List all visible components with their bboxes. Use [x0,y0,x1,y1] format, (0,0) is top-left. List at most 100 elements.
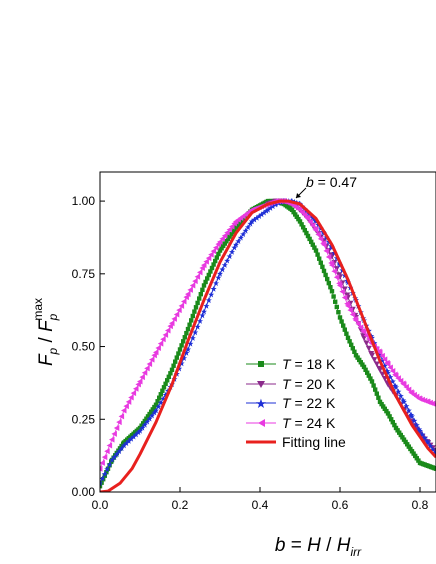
series-2-point [235,238,242,245]
series-3-point [130,390,137,397]
series-3-point [139,374,145,381]
fit-line [100,199,436,492]
ticks-layer: 0.0 0.2 0.4 0.6 0.8 0.00 0.25 0.50 0.75 1.00 [72,194,429,512]
series-3-point [203,258,209,265]
plot-frame [99,171,436,493]
series-0-point [331,294,336,299]
series-3-point [299,209,305,216]
series-3-point [178,302,185,309]
series-3-point [101,454,108,461]
series-0-point [198,291,203,297]
series-0-point [317,256,322,261]
series-3-point [125,398,132,405]
series-2-point [261,209,267,216]
series-2-point [233,241,239,248]
series-0-point [157,395,162,400]
series-3-point [331,268,337,275]
series-2-point [100,480,103,487]
series-0-point [315,252,320,257]
series-0-point [382,406,387,411]
series-2-point [113,451,120,457]
series-0-point [297,219,303,224]
series-0-point [187,322,192,327]
series-2-point [405,407,412,414]
series-2-point [185,346,191,353]
series-2-point [213,280,219,287]
series-3-point [135,381,141,388]
series-0-point [326,280,331,286]
series-0-point [173,359,178,364]
series-0-point [294,214,299,219]
series-0-point [104,470,109,475]
series-3-point [325,253,332,260]
series-0-point [379,401,384,407]
series-0-point [334,304,339,310]
series-0-point [216,251,221,257]
series-3-point [185,291,191,298]
series-2-point [251,216,258,223]
series-0-point [193,305,199,310]
series-3-point [305,215,311,222]
series-2-point [101,470,108,477]
series-2-point [224,257,231,264]
series-0-point [310,242,315,247]
series-2-point [149,412,155,419]
series-clip-group [100,198,436,492]
series-0-point [219,246,224,251]
series-3-point [167,323,173,330]
series-0-point [224,239,229,244]
y-tick-label: 0.75 [72,267,96,281]
series-3-point [183,294,189,301]
legend-label-20k: T = 20 K [282,376,336,392]
series-3-point [116,419,122,426]
series-3-point [353,317,359,324]
series-0-point [225,236,231,242]
series-3-line [100,200,436,469]
series-2-point [411,417,418,424]
series-2-point [219,266,226,273]
series-3-point [433,403,436,407]
series-0-point [291,209,296,215]
series-3-point [339,288,345,295]
series-2-point [128,435,135,442]
y-tick-label: 0.00 [72,485,96,499]
series-3-point [197,269,203,276]
series-0-point [350,346,355,351]
legend-marker-22k: ★ [255,396,267,411]
series-3-point [113,425,120,431]
series-3-point [224,229,230,236]
series-0-point [214,255,219,260]
series-1-point [377,367,383,373]
series-0-point [365,370,370,375]
series-0-point [144,416,149,421]
series-2-point [242,227,249,234]
series-2-point [217,270,223,277]
series-0-point [358,360,363,365]
legend-item-22k: ★ T = 22 K [246,395,336,411]
series-0-point [221,243,226,249]
series-2-point [153,407,159,414]
series-0-point [408,446,413,452]
series-3-point [213,244,219,251]
series-0-point [158,392,163,397]
series-3-point [111,430,117,437]
series-2-point [111,454,118,460]
series-0-point [368,376,373,381]
series-0-point [165,378,170,383]
series-2-point [137,427,143,434]
series-2-point [221,262,228,268]
series-2-point [106,461,113,468]
series-3-point [217,238,223,245]
series-0-point [323,272,328,278]
series-0-point [174,355,179,360]
series-3-point [357,324,364,331]
series-0-point [347,339,352,344]
series-2-point [273,201,279,207]
series-2-point [199,312,206,319]
series-0-point [400,435,405,440]
legend-item-fit: Fitting line [246,434,346,450]
series-3-point [393,372,399,379]
series-3-point [405,386,412,393]
series-0-point [325,276,330,282]
series-3-point [208,251,214,258]
